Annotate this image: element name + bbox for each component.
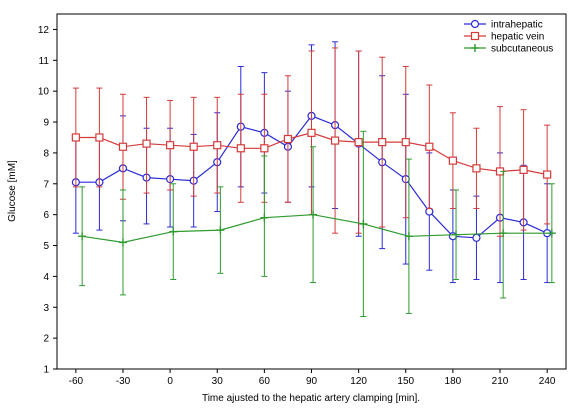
hepatic-vein-point-marker bbox=[142, 139, 151, 148]
subcutaneous-point-marker bbox=[260, 213, 269, 222]
subcutaneous-point-marker bbox=[499, 229, 508, 238]
legend-swatch-marker bbox=[470, 31, 480, 41]
hepatic-vein-point-marker bbox=[189, 142, 198, 151]
y-axis-title: Glucose [mM] bbox=[7, 160, 18, 222]
y-tick-label: 12 bbox=[38, 25, 50, 36]
subcutaneous-point-marker bbox=[216, 226, 225, 235]
hepatic-vein-point-marker bbox=[401, 138, 410, 147]
series-layer bbox=[71, 41, 556, 318]
hepatic-vein-point-marker bbox=[425, 142, 434, 151]
y-tick-label: 4 bbox=[43, 272, 49, 283]
hepatic-vein-point-marker bbox=[118, 142, 128, 151]
hepatic-vein-point-marker bbox=[166, 141, 175, 150]
legend-label: subcutaneous bbox=[491, 44, 553, 55]
hepatic-vein-point-marker bbox=[448, 156, 457, 165]
legend-item-intrahepatic: intrahepatic bbox=[464, 20, 543, 31]
y-tick-label: 2 bbox=[43, 334, 49, 345]
y-tick-label: 7 bbox=[43, 179, 49, 190]
hepatic-vein-point-marker bbox=[354, 138, 363, 147]
x-tick-label: 180 bbox=[445, 376, 462, 387]
subcutaneous-point-marker bbox=[169, 227, 178, 236]
x-tick-label: 90 bbox=[306, 376, 318, 387]
hepatic-vein-point-marker bbox=[95, 133, 104, 142]
hepatic-vein-point-marker bbox=[519, 165, 528, 174]
subcutaneous-point-marker bbox=[452, 230, 461, 239]
hepatic-vein-point-marker bbox=[378, 138, 387, 147]
x-tick-label: 210 bbox=[492, 376, 509, 387]
hepatic-vein-point-marker bbox=[71, 133, 80, 142]
y-tick-label: 3 bbox=[43, 303, 49, 314]
subcutaneous-point-marker bbox=[309, 210, 318, 219]
x-tick-label: 30 bbox=[212, 376, 224, 387]
legend-swatch-marker bbox=[471, 44, 479, 52]
hepatic-vein-point-marker bbox=[213, 141, 222, 150]
hepatic-vein-point-marker bbox=[260, 144, 269, 153]
y-tick-label: 9 bbox=[43, 118, 49, 129]
y-tick-label: 6 bbox=[43, 210, 49, 221]
legend-label: intrahepatic bbox=[491, 20, 543, 31]
intrahepatic-point-marker bbox=[472, 233, 481, 242]
y-tick-label: 10 bbox=[38, 87, 50, 98]
hepatic-vein-point-marker bbox=[330, 136, 340, 145]
subcutaneous-line bbox=[82, 214, 552, 244]
x-tick-label: -30 bbox=[116, 376, 131, 387]
subcutaneous-point-marker bbox=[118, 238, 127, 247]
series-hepatic-vein bbox=[71, 47, 552, 237]
x-tick-label: 120 bbox=[350, 376, 367, 387]
y-tick-label: 5 bbox=[43, 241, 49, 252]
y-tick-label: 1 bbox=[43, 365, 49, 376]
hepatic-vein-point-marker bbox=[307, 128, 316, 137]
hepatic-vein-point-marker bbox=[543, 170, 552, 179]
hepatic-vein-point-marker bbox=[236, 144, 245, 153]
y-tick-label: 11 bbox=[39, 56, 50, 67]
subcutaneous-point-marker bbox=[78, 232, 87, 241]
series-subcutaneous bbox=[78, 130, 556, 318]
x-tick-label: 150 bbox=[397, 376, 414, 387]
x-axis-title: Time ajusted to the hepatic artery clamp… bbox=[202, 393, 420, 404]
x-tick-label: 60 bbox=[259, 376, 271, 387]
intrahepatic-point-marker bbox=[425, 207, 434, 216]
subcutaneous-point-marker bbox=[359, 219, 368, 228]
hepatic-vein-point-marker bbox=[283, 134, 293, 144]
hepatic-vein-point-marker bbox=[472, 164, 481, 173]
x-tick-label: 240 bbox=[539, 376, 556, 387]
y-tick-label: 8 bbox=[43, 148, 49, 159]
subcutaneous-point-marker bbox=[404, 232, 413, 241]
legend-swatch-marker bbox=[470, 19, 480, 29]
legend-item-subcutaneous: subcutaneous bbox=[464, 44, 553, 55]
x-axis: -60 -30 0 30 60 90 120 150 180 210 240 bbox=[69, 369, 556, 387]
x-tick-label: -60 bbox=[69, 376, 84, 387]
x-tick-label: 0 bbox=[167, 376, 173, 387]
legend-item-hepatic-vein: hepatic vein bbox=[464, 32, 544, 43]
subcutaneous-point-marker bbox=[547, 229, 556, 238]
legend-label: hepatic vein bbox=[491, 32, 544, 43]
